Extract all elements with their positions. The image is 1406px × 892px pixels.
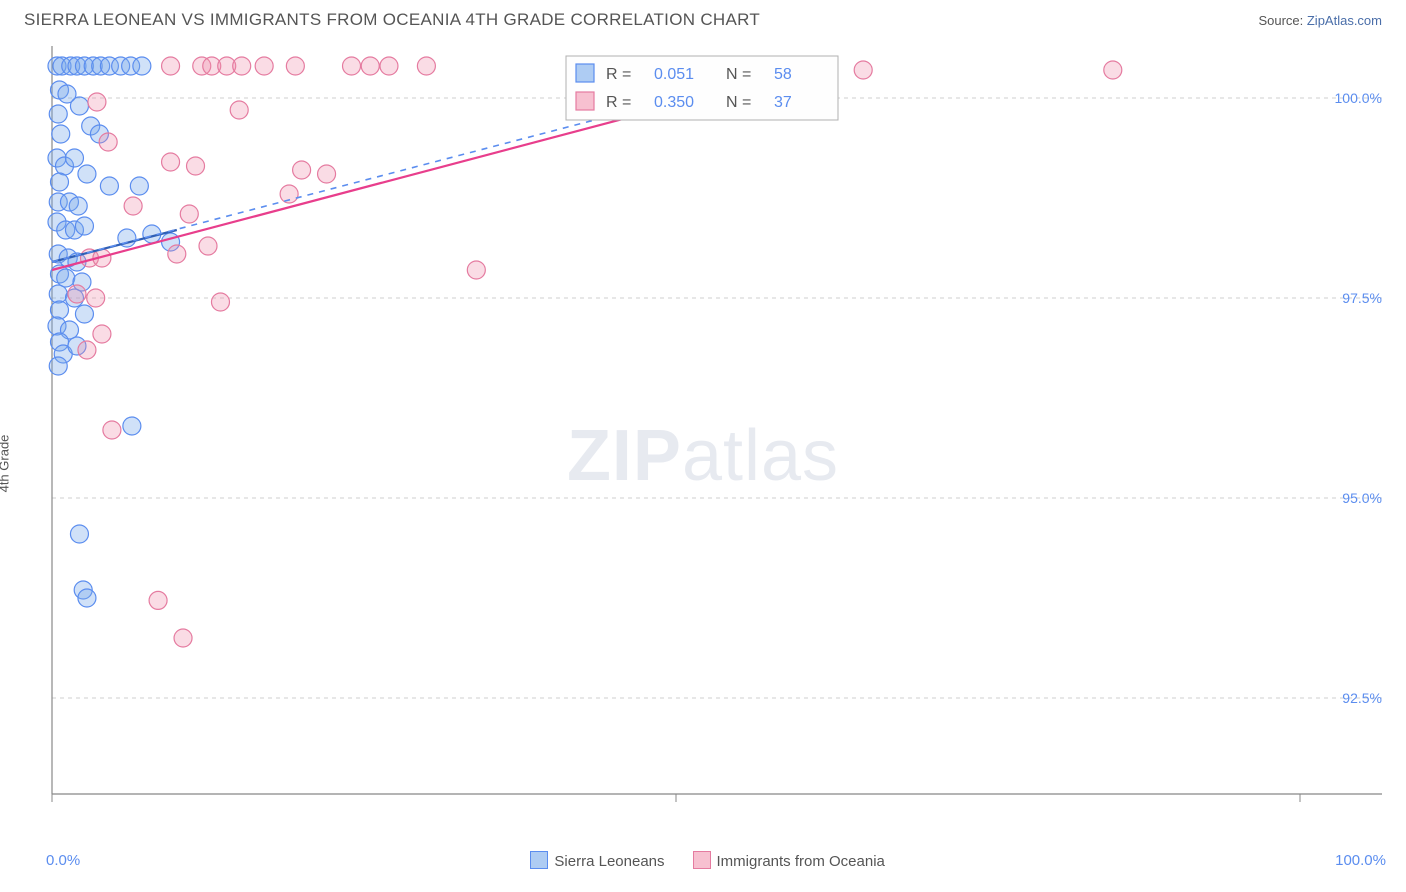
data-point-pink [88, 93, 106, 111]
legend-bottom: Sierra Leoneans Immigrants from Oceania [530, 851, 884, 870]
legend-n-value: 37 [774, 94, 792, 111]
legend-r-value: 0.051 [654, 66, 694, 83]
legend-swatch [576, 92, 594, 110]
legend-swatch-blue [530, 851, 548, 869]
legend-n-label: N = [726, 94, 751, 111]
y-tick-label: 92.5% [1342, 690, 1382, 706]
data-point-pink [103, 421, 121, 439]
x-max-label: 100.0% [1335, 852, 1386, 869]
legend-n-label: N = [726, 66, 751, 83]
y-tick-labels: 100.0% 97.5% 95.0% 92.5% [1335, 90, 1382, 706]
data-point-pink [99, 133, 117, 151]
x-axis-row: 0.0% Sierra Leoneans Immigrants from Oce… [46, 851, 1386, 870]
x-min-label: 0.0% [46, 852, 80, 869]
data-point-blue [65, 149, 83, 167]
legend-r-value: 0.350 [654, 94, 694, 111]
data-point-pink [417, 57, 435, 75]
data-point-pink [233, 57, 251, 75]
data-point-pink [318, 165, 336, 183]
legend-swatch [576, 64, 594, 82]
data-point-blue [70, 97, 88, 115]
legend-swatch-pink [693, 851, 711, 869]
source-prefix: Source: [1258, 13, 1306, 28]
chart-header: SIERRA LEONEAN VS IMMIGRANTS FROM OCEANI… [0, 0, 1406, 36]
data-point-pink [162, 153, 180, 171]
data-point-pink [1104, 61, 1122, 79]
data-point-pink [180, 205, 198, 223]
legend-r-label: R = [606, 94, 631, 111]
y-tick-label: 100.0% [1335, 90, 1382, 106]
data-point-blue [130, 177, 148, 195]
data-point-pink [174, 629, 192, 647]
data-point-blue [52, 125, 70, 143]
data-point-blue [100, 177, 118, 195]
data-point-pink [343, 57, 361, 75]
data-point-pink [854, 61, 872, 79]
data-point-pink [211, 293, 229, 311]
legend-n-value: 58 [774, 66, 792, 83]
grid-layer [52, 98, 1382, 698]
data-point-pink [124, 197, 142, 215]
chart-area: 4th Grade ZIPatlas R =0.051N =58R =0.350… [0, 36, 1406, 876]
legend-label-pink: Immigrants from Oceania [717, 853, 885, 870]
data-point-blue [49, 285, 67, 303]
data-point-blue [75, 305, 93, 323]
data-point-pink [168, 245, 186, 263]
y-axis-label: 4th Grade [0, 435, 12, 493]
legend-item-blue: Sierra Leoneans [530, 851, 664, 870]
data-point-blue [49, 357, 67, 375]
data-point-blue [78, 165, 96, 183]
data-point-pink [255, 57, 273, 75]
data-point-pink [162, 57, 180, 75]
data-point-blue [133, 57, 151, 75]
legend-item-pink: Immigrants from Oceania [693, 851, 885, 870]
data-point-pink [199, 237, 217, 255]
scatter-plot: R = 0.051 N = 58 R = 0.350 N = 37 100.0% 97.5% 95… [46, 36, 1386, 826]
points-layer [48, 57, 1122, 647]
data-point-pink [380, 57, 398, 75]
y-tick-label: 97.5% [1342, 290, 1382, 306]
y-tick-label: 95.0% [1342, 490, 1382, 506]
source-link[interactable]: ZipAtlas.com [1307, 13, 1382, 28]
data-point-blue [50, 301, 68, 319]
data-point-pink [187, 157, 205, 175]
legend-r-label: R = [606, 66, 631, 83]
source-attribution: Source: ZipAtlas.com [1258, 13, 1382, 28]
data-point-pink [93, 325, 111, 343]
data-point-blue [75, 217, 93, 235]
data-point-blue [49, 105, 67, 123]
data-point-blue [123, 417, 141, 435]
data-point-blue [57, 269, 75, 287]
axes-layer [52, 46, 1382, 802]
chart-title: SIERRA LEONEAN VS IMMIGRANTS FROM OCEANI… [24, 10, 760, 30]
legend-top: R = 0.051 N = 58 R = 0.350 N = 37 [566, 56, 838, 120]
data-point-pink [78, 341, 96, 359]
data-point-pink [286, 57, 304, 75]
data-point-blue [50, 173, 68, 191]
legend-label-blue: Sierra Leoneans [554, 853, 664, 870]
data-point-blue [78, 589, 96, 607]
data-point-pink [149, 591, 167, 609]
data-point-blue [69, 197, 87, 215]
data-point-pink [293, 161, 311, 179]
data-point-pink [68, 285, 86, 303]
data-point-pink [361, 57, 379, 75]
data-point-pink [467, 261, 485, 279]
data-point-pink [87, 289, 105, 307]
data-point-pink [230, 101, 248, 119]
data-point-blue [70, 525, 88, 543]
